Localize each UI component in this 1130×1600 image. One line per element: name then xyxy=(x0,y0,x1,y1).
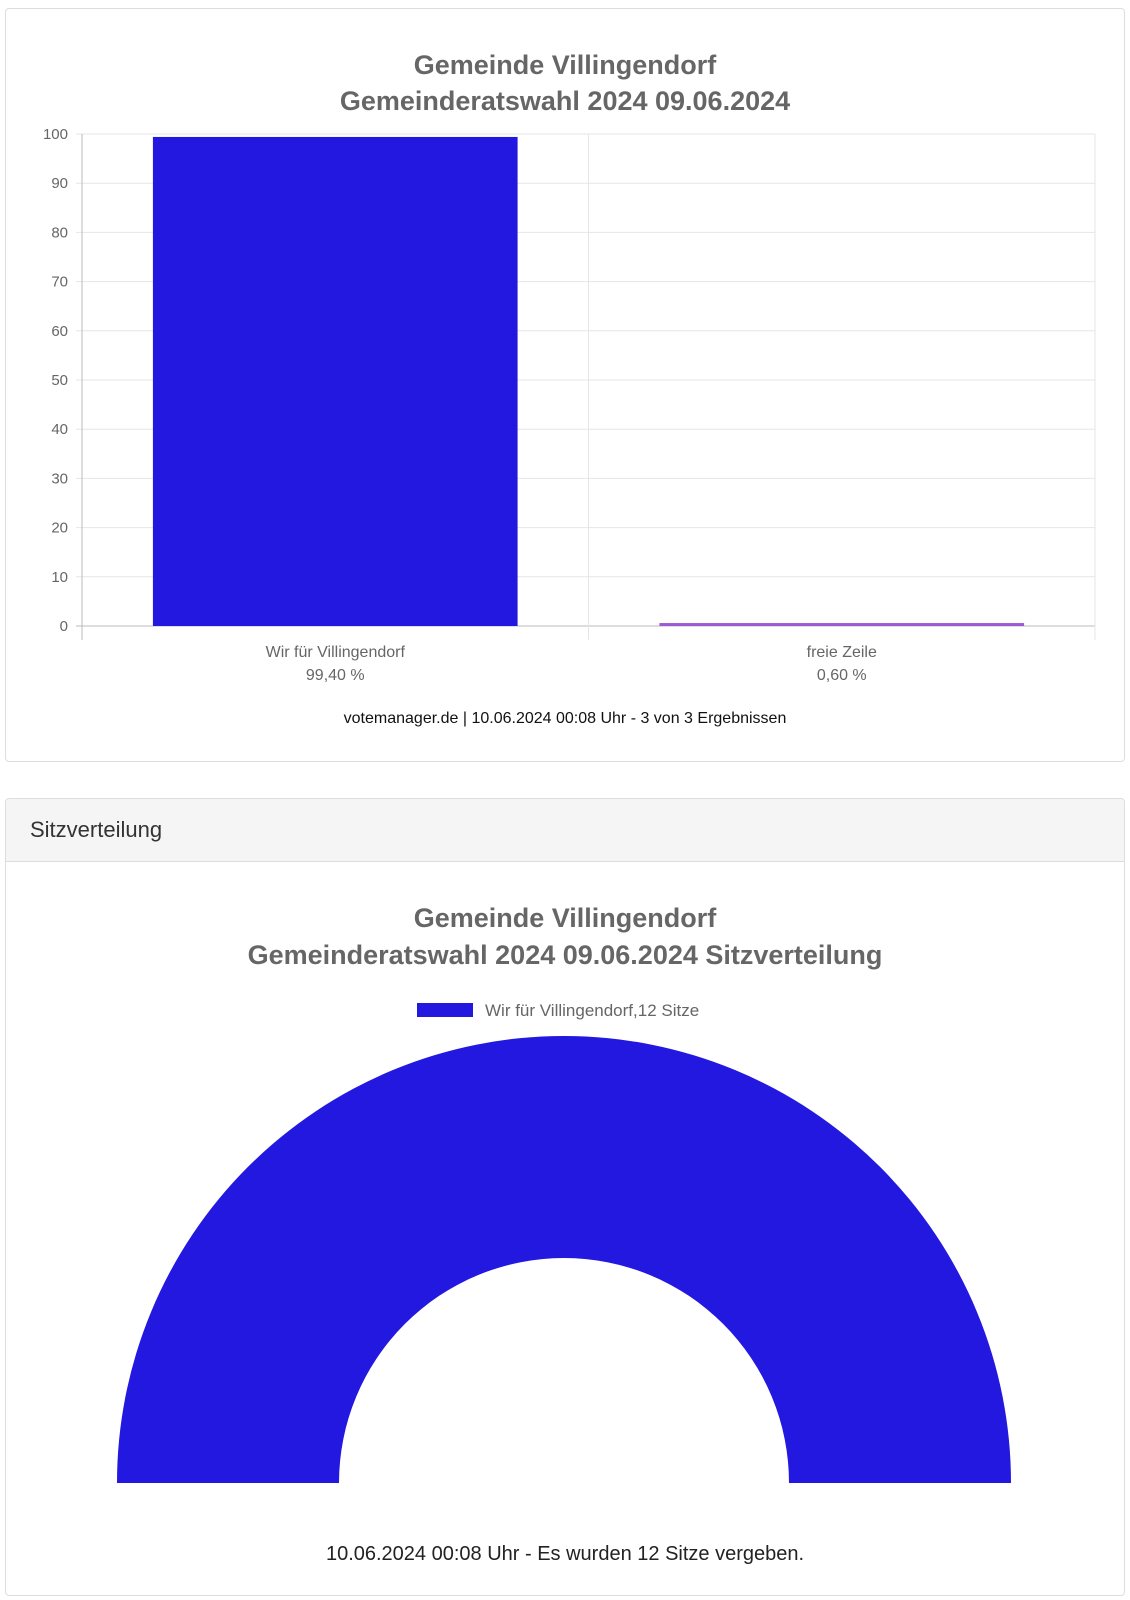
legend-swatch xyxy=(417,1003,473,1017)
x-tick-sublabel: 0,60 % xyxy=(817,667,867,684)
bar-chart-title-line2: Gemeinderatswahl 2024 09.06.2024 xyxy=(339,86,791,116)
panel-header-title: Sitzverteilung xyxy=(30,817,163,842)
y-tick-label: 80 xyxy=(51,224,68,241)
y-tick-label: 90 xyxy=(51,175,68,192)
bar-chart-footer: votemanager.de | 10.06.2024 00:08 Uhr - … xyxy=(343,710,787,727)
y-tick-label: 50 xyxy=(51,372,68,389)
x-tick-label: Wir für Villingendorf xyxy=(266,644,406,661)
bar-chart-title-line1: Gemeinde Villingendorf xyxy=(413,50,717,80)
y-tick-label: 30 xyxy=(51,470,68,487)
seat-chart-footer: 10.06.2024 00:08 Uhr - Es wurden 12 Sitz… xyxy=(325,1543,805,1565)
y-tick-label: 100 xyxy=(43,126,68,143)
x-tick-sublabel: 99,40 % xyxy=(306,667,365,684)
y-tick-label: 70 xyxy=(51,274,68,291)
panel-header: Sitzverteilung xyxy=(6,799,1124,862)
bar-chart: 0 10 20 30 40 50 60 70 80 90 100 Wir für Villingend… xyxy=(43,126,1096,684)
y-tick-label: 0 xyxy=(60,618,68,635)
y-tick-label: 40 xyxy=(51,421,68,438)
legend-label: Wir für Villingendorf,12 Sitze xyxy=(485,1001,700,1020)
y-tick-label: 10 xyxy=(51,569,68,586)
bar-0 xyxy=(152,136,518,626)
seat-chart-title-line2: Gemeinderatswahl 2024 09.06.2024 Sitzver… xyxy=(247,940,883,970)
y-tick-label: 60 xyxy=(51,323,68,340)
bar-1 xyxy=(659,623,1025,626)
seat-chart-title-line1: Gemeinde Villingendorf xyxy=(413,903,717,933)
x-tick-label: freie Zeile xyxy=(807,644,877,661)
y-tick-label: 20 xyxy=(51,520,68,537)
